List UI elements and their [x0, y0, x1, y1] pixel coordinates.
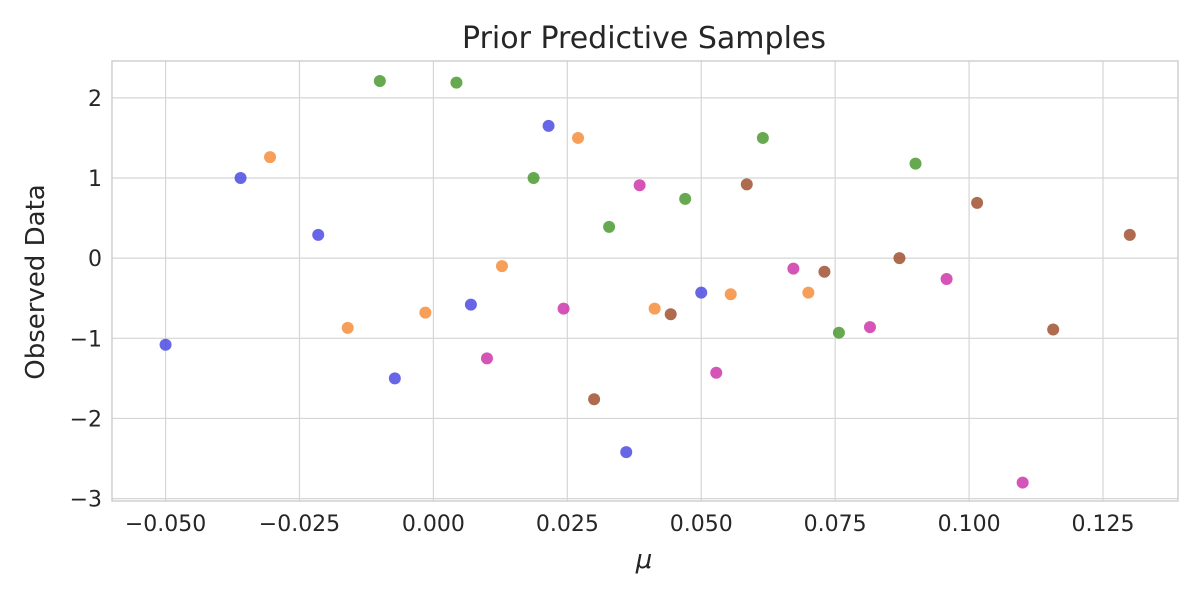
series-2: [264, 131, 815, 334]
data-point: [710, 366, 723, 379]
data-point: [802, 286, 815, 299]
chart-title: Prior Predictive Samples: [462, 21, 826, 56]
data-point: [818, 265, 831, 278]
data-point: [1047, 323, 1060, 336]
y-tick-label: −1: [70, 327, 102, 352]
x-tick-label: 0.125: [1072, 512, 1135, 537]
data-point: [464, 298, 477, 311]
data-point: [787, 262, 800, 275]
series-3: [373, 75, 922, 339]
data-point: [264, 151, 277, 164]
data-point: [648, 302, 661, 315]
y-tick-label: 2: [88, 87, 102, 112]
data-point: [756, 131, 769, 144]
y-axis-ticks: −3 −2 −1 0 1 2: [70, 87, 102, 513]
data-point: [893, 252, 906, 265]
series-1: [159, 119, 708, 459]
data-point: [971, 196, 984, 209]
data-point: [695, 286, 708, 299]
x-tick-label: 0.025: [536, 512, 599, 537]
data-point: [620, 446, 633, 459]
data-point: [633, 179, 646, 192]
y-axis-label: Observed Data: [21, 184, 51, 379]
data-point: [1016, 476, 1029, 489]
data-point: [588, 393, 601, 406]
data-point: [740, 178, 753, 191]
data-point: [557, 302, 570, 315]
data-point: [940, 272, 953, 285]
data-point: [542, 119, 555, 132]
y-tick-label: 0: [88, 247, 102, 272]
data-point: [603, 220, 616, 233]
x-tick-label: 0.075: [804, 512, 867, 537]
data-point: [341, 321, 354, 334]
data-point: [1123, 228, 1136, 241]
data-point: [159, 338, 172, 351]
series-5: [588, 178, 1136, 406]
x-tick-label: −0.025: [259, 512, 340, 537]
data-point: [480, 352, 493, 365]
data-point: [373, 75, 386, 88]
x-tick-label: −0.050: [125, 512, 206, 537]
series-4: [480, 179, 1029, 489]
data-point: [234, 172, 247, 185]
data-point: [572, 131, 585, 144]
data-point: [527, 172, 540, 185]
data-points: [159, 75, 1136, 489]
data-point: [909, 157, 922, 170]
x-tick-label: 0.000: [402, 512, 465, 537]
y-tick-label: 1: [88, 167, 102, 192]
x-tick-label: 0.100: [938, 512, 1001, 537]
data-point: [495, 260, 508, 273]
data-point: [724, 288, 737, 301]
data-point: [450, 76, 463, 89]
y-tick-label: −2: [70, 407, 102, 432]
data-point: [388, 372, 401, 385]
grid: [112, 61, 1178, 501]
data-point: [419, 306, 432, 319]
data-point: [312, 228, 325, 241]
data-point: [679, 192, 692, 205]
data-point: [832, 326, 845, 339]
x-axis-label: μ: [635, 545, 653, 575]
data-point: [863, 321, 876, 334]
plot-frame: [111, 60, 1179, 502]
y-tick-label: −3: [70, 488, 102, 513]
x-axis-ticks: −0.050 −0.025 0.000 0.025 0.050 0.075 0.100 0.1…: [125, 512, 1135, 537]
x-tick-label: 0.050: [670, 512, 733, 537]
data-point: [664, 308, 677, 321]
